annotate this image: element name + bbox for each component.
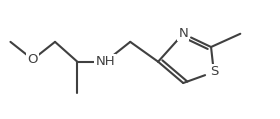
Text: NH: NH	[95, 55, 115, 68]
Text: N: N	[178, 27, 188, 40]
Text: S: S	[210, 65, 218, 79]
Text: O: O	[27, 53, 38, 66]
